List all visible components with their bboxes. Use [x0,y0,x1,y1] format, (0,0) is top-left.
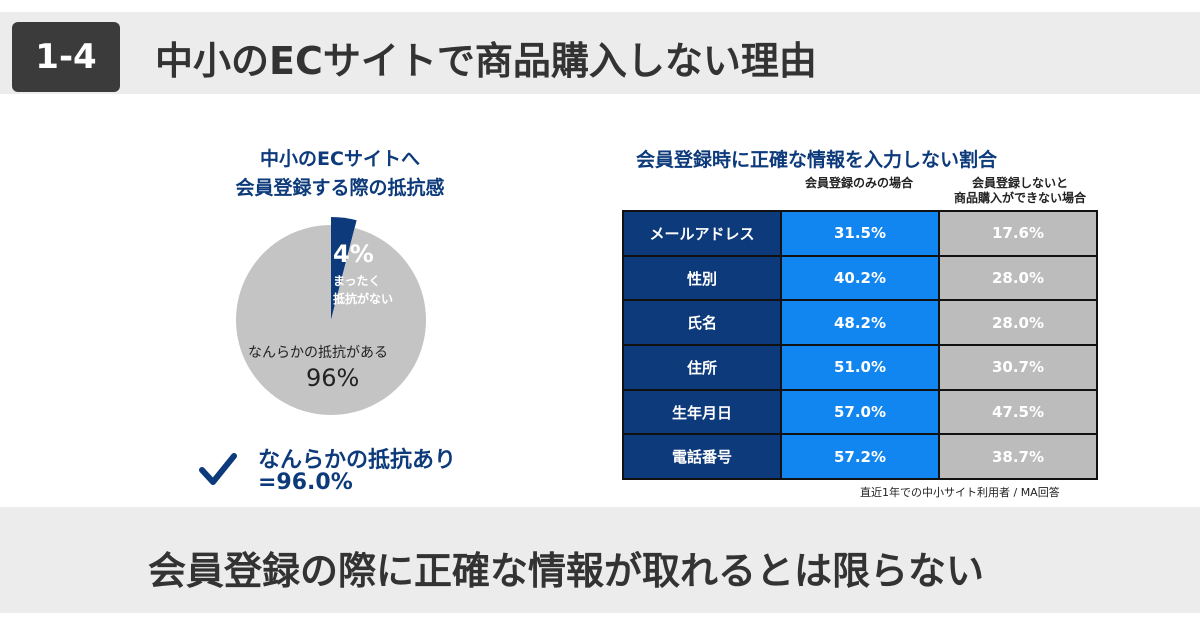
source-note: 直近1年での中小サイト利用者 / MA回答 [860,486,1060,499]
value-purchase-required: 28.0% [938,254,1098,302]
table-title: 会員登録時に正確な情報を入力しない割合 [636,149,998,171]
slice-value-96: 96% [306,364,360,392]
table-row: 住所 51.0% 30.7% [622,344,1098,391]
slice-label-line1: まったく [333,274,381,288]
row-label: 性別 [622,254,782,302]
table-row: 電話番号 57.2% 38.7% [622,433,1098,481]
row-label: 氏名 [622,299,782,347]
value-member-only: 51.0% [780,344,940,391]
value-member-only: 31.5% [780,210,940,257]
value-member-only: 57.2% [780,433,940,481]
column-header-b: 会員登録しないと 商品購入ができない場合 [930,176,1110,206]
pie-slice-some-resistance [235,225,426,415]
value-member-only: 40.2% [780,254,940,302]
table-row: メールアドレス 31.5% 17.6% [622,210,1098,257]
column-header-b-line2: 商品購入ができない場合 [953,191,1086,205]
value-purchase-required: 17.6% [938,210,1098,257]
row-label: 生年月日 [622,388,782,436]
page-title: 中小のECサイトで商品購入しない理由 [155,39,817,83]
section-badge: 1-4 [12,22,120,92]
pie-title: 中小のECサイトへ 会員登録する際の抵抗感 [200,145,480,203]
column-header-a: 会員登録のみの場合 [804,176,913,190]
table-row: 性別 40.2% 28.0% [622,254,1098,302]
result-line1: なんらかの抵抗あり [258,448,457,473]
pie-chart [235,217,426,415]
slice-label-line2: 抵抗がない [333,292,394,306]
table-row: 生年月日 57.0% 47.5% [622,388,1098,436]
row-label: メールアドレス [622,210,782,257]
table-row: 氏名 48.2% 28.0% [622,299,1098,347]
slice-value-4: 4% [333,240,374,268]
value-purchase-required: 38.7% [938,433,1098,481]
value-purchase-required: 28.0% [938,299,1098,347]
value-purchase-required: 47.5% [938,388,1098,436]
header-band [0,12,1200,94]
value-member-only: 48.2% [780,299,940,347]
pie-title-line2: 会員登録する際の抵抗感 [235,177,445,199]
slice-label-96: なんらかの抵抗がある [248,345,388,361]
conclusion-text: 会員登録の際に正確な情報が取れるとは限らない [148,549,985,593]
pie-slice-no-resistance [331,217,357,320]
conclusion-band [0,507,1200,613]
column-header-b-line1: 会員登録しないと [971,176,1068,190]
checkmark-icon [199,453,237,485]
row-label: 電話番号 [622,433,782,481]
value-purchase-required: 30.7% [938,344,1098,391]
pie-title-line1: 中小のECサイトへ [260,148,420,170]
data-table: メールアドレス 31.5% 17.6% 性別 40.2% 28.0% 氏名 48.2% 28.0… [622,210,1098,481]
row-label: 住所 [622,344,782,391]
result-line2: =96.0% [258,470,353,495]
value-member-only: 57.0% [780,388,940,436]
